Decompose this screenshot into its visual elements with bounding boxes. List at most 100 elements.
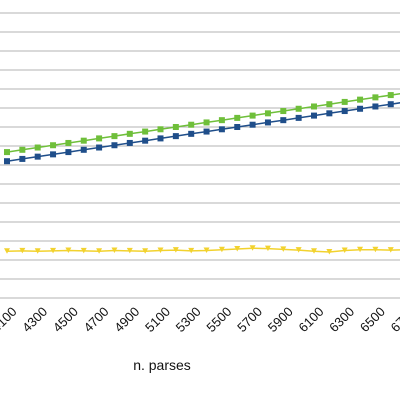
data-point	[357, 246, 364, 253]
series-3	[4, 245, 400, 255]
data-point	[249, 112, 256, 119]
data-point	[280, 246, 287, 252]
x-tick-label: 5300	[173, 304, 204, 335]
data-point	[234, 114, 241, 121]
data-point	[218, 117, 225, 124]
data-point	[19, 155, 26, 162]
data-point	[203, 119, 210, 126]
series-group	[4, 92, 400, 255]
data-point	[203, 128, 210, 135]
series-line	[6, 102, 400, 162]
data-point	[357, 96, 364, 103]
x-tick-label: 4700	[81, 304, 112, 335]
data-point	[172, 124, 179, 130]
grid-lines	[0, 12, 400, 299]
data-point	[188, 130, 195, 137]
data-point	[65, 139, 72, 146]
data-point	[234, 245, 241, 252]
data-point	[326, 101, 333, 108]
data-point	[4, 158, 10, 165]
series-line	[6, 92, 400, 153]
x-tick-label: 5700	[234, 304, 265, 335]
data-point	[249, 121, 256, 128]
data-point	[4, 149, 10, 156]
data-point	[280, 108, 287, 115]
x-tick-label: 5500	[203, 304, 234, 335]
data-point	[65, 247, 72, 253]
data-point	[264, 119, 271, 126]
data-point	[341, 247, 348, 253]
data-point	[341, 98, 348, 105]
x-tick-label: 6300	[326, 304, 357, 335]
data-point	[295, 114, 302, 121]
data-point	[142, 128, 149, 135]
data-point	[111, 142, 118, 149]
x-tick-labels: 4100 4300 4500 4700 4900 5100 5300 5500 5700 5900…	[0, 304, 400, 335]
data-point	[280, 117, 287, 124]
data-point	[311, 103, 317, 110]
data-point	[372, 94, 379, 101]
data-point	[34, 153, 41, 160]
series-1	[4, 92, 400, 156]
x-tick-label: 4500	[50, 304, 81, 335]
data-point	[34, 144, 41, 151]
data-point	[295, 105, 302, 112]
data-point	[34, 248, 41, 254]
data-point	[341, 108, 348, 115]
data-point	[326, 110, 333, 117]
data-point	[80, 137, 87, 144]
data-point	[172, 247, 179, 253]
data-point	[372, 246, 379, 253]
data-point	[65, 149, 72, 156]
data-point	[311, 112, 317, 119]
data-point	[96, 144, 103, 151]
data-point	[295, 247, 302, 253]
data-point	[111, 133, 118, 140]
data-point	[387, 247, 394, 253]
x-axis-title: n. parses	[133, 357, 191, 373]
x-tick-label: 4100	[0, 304, 20, 335]
data-point	[157, 126, 164, 133]
data-point	[126, 130, 133, 137]
data-point	[249, 245, 256, 251]
data-point	[326, 249, 333, 255]
data-point	[50, 247, 57, 254]
data-point	[203, 247, 210, 253]
data-point	[357, 105, 364, 112]
data-point	[387, 92, 394, 99]
data-point	[19, 146, 26, 153]
data-point	[142, 137, 149, 144]
data-point	[111, 247, 118, 253]
x-tick-label: 6100	[295, 304, 326, 335]
data-point	[4, 248, 10, 254]
data-point	[50, 151, 57, 158]
data-point	[218, 246, 225, 253]
series-2	[4, 101, 400, 165]
x-tick-label: 4300	[19, 304, 50, 335]
data-point	[311, 248, 317, 254]
x-tick-label: 5900	[265, 304, 296, 335]
x-tick-label: 6500	[357, 304, 388, 335]
data-point	[372, 103, 379, 110]
data-point	[126, 247, 133, 254]
data-point	[188, 121, 195, 128]
x-tick-label: 4900	[111, 304, 142, 335]
data-point	[157, 135, 164, 142]
data-point	[19, 247, 26, 254]
data-point	[218, 126, 225, 133]
data-point	[157, 247, 164, 253]
data-point	[96, 135, 103, 142]
series-line	[6, 247, 400, 253]
data-point	[96, 248, 103, 254]
data-point	[80, 247, 87, 254]
data-point	[126, 139, 133, 146]
data-point	[188, 247, 195, 254]
data-point	[264, 110, 271, 117]
data-point	[142, 248, 149, 254]
x-tick-label: 6700	[388, 304, 400, 335]
data-point	[234, 124, 241, 130]
data-point	[172, 133, 179, 140]
data-point	[387, 101, 394, 108]
x-tick-label: 5100	[142, 304, 173, 335]
data-point	[50, 142, 57, 149]
